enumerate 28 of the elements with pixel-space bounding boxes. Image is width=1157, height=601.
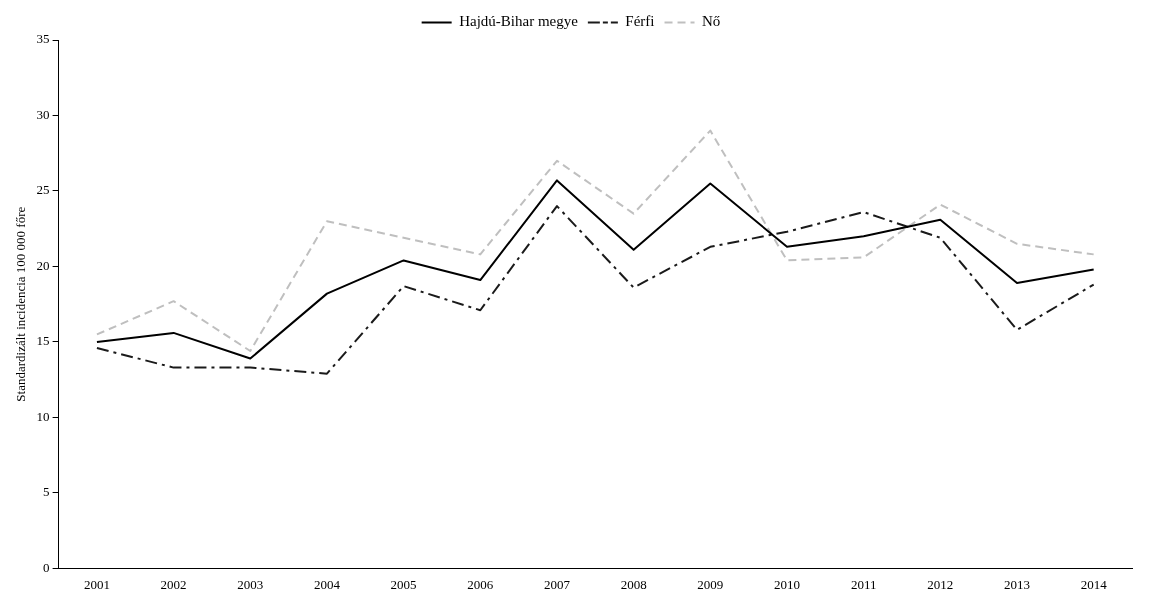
x-tick-label: 2006 (467, 576, 494, 592)
x-tick-label: 2011 (850, 576, 877, 592)
x-tick-label: 2003 (237, 576, 264, 592)
x-tick-label: 2009 (697, 576, 724, 592)
y-axis-title: Standardizált incidencia 100 000 főre (13, 206, 29, 402)
y-tick-label: 5 (43, 484, 50, 500)
x-tick-label: 2013 (1003, 576, 1030, 592)
y-tick-label: 30 (36, 106, 50, 122)
y-tick-label: 10 (36, 408, 50, 424)
legend-label: Férfi (625, 13, 655, 30)
y-tick-label: 0 (43, 559, 50, 575)
x-tick-label: 2004 (313, 576, 341, 592)
x-tick-label: 2005 (390, 576, 417, 592)
line-series (95, 205, 1095, 375)
legend-label: Nő (702, 13, 721, 30)
x-tick-label: 2008 (620, 576, 647, 592)
y-tick-label: 25 (36, 182, 50, 198)
x-tick-label: 2002 (160, 576, 187, 592)
x-tick-label: 2012 (927, 576, 954, 592)
y-tick-label: 20 (36, 257, 50, 273)
legend-label: Hajdú-Bihar megye (459, 13, 579, 30)
x-tick-label: 2010 (773, 576, 800, 592)
y-tick-label: 15 (36, 333, 50, 349)
x-tick-label: 2007 (543, 576, 571, 592)
x-tick-label: 2014 (1080, 576, 1108, 592)
x-tick-label: 2001 (83, 576, 110, 592)
y-tick-label: 35 (36, 31, 50, 47)
line-series (95, 129, 1095, 352)
